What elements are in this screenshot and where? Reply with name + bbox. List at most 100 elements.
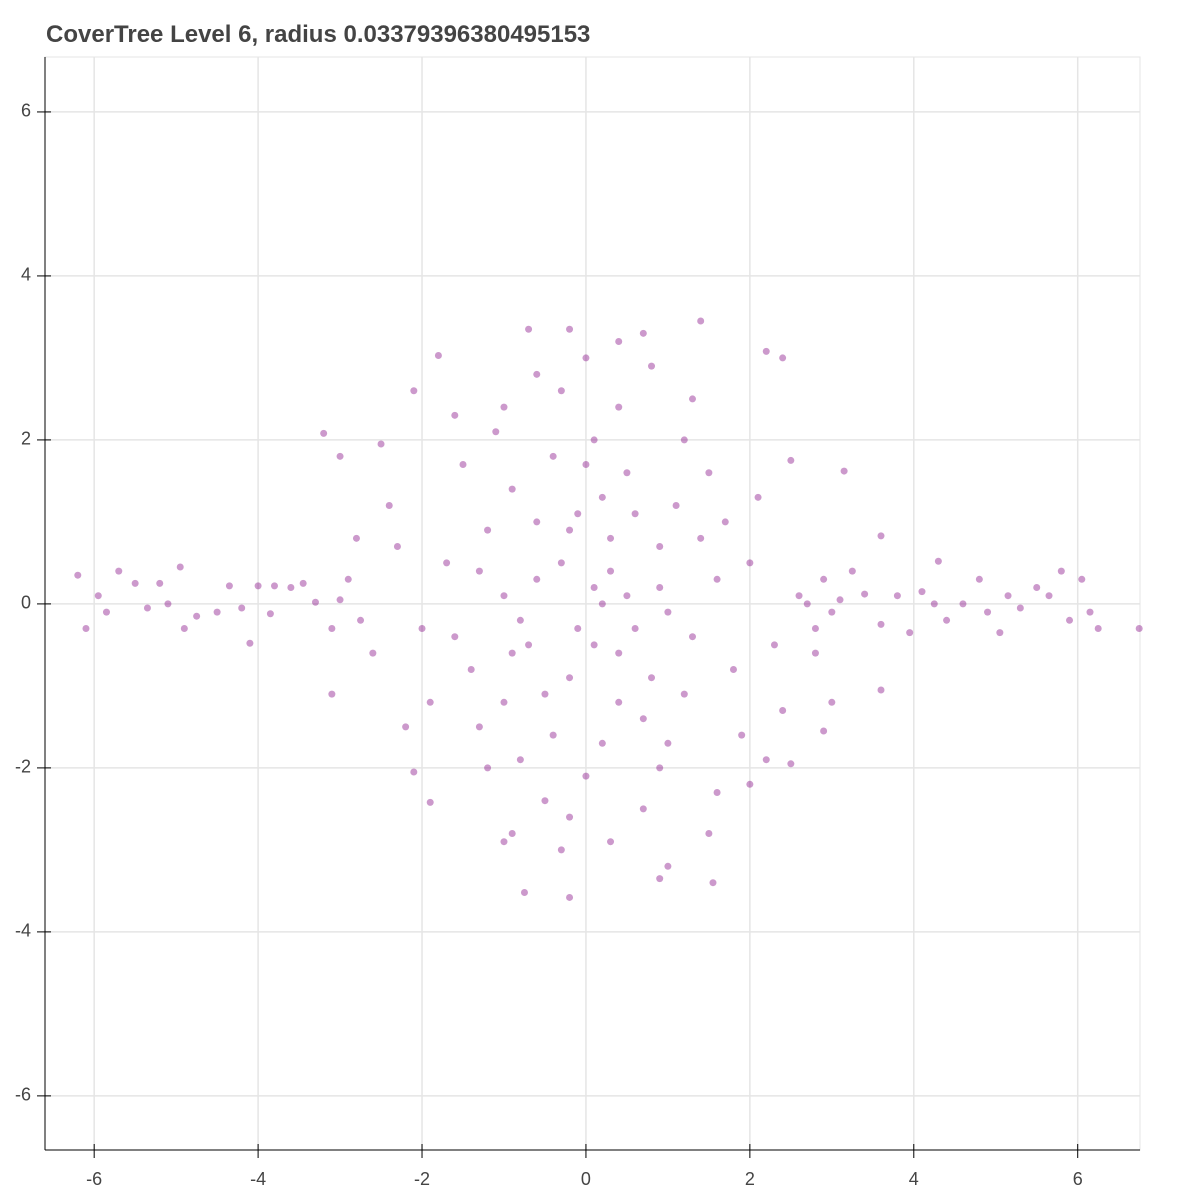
point bbox=[1135, 625, 1143, 633]
point bbox=[959, 600, 967, 608]
point bbox=[656, 875, 664, 883]
point bbox=[475, 567, 483, 575]
point bbox=[918, 588, 926, 596]
point bbox=[566, 526, 574, 534]
point bbox=[631, 510, 639, 518]
point bbox=[705, 469, 713, 477]
point bbox=[508, 485, 516, 493]
point bbox=[697, 317, 705, 325]
point bbox=[729, 666, 737, 674]
point bbox=[787, 456, 795, 464]
point bbox=[1057, 567, 1065, 575]
x-tick-label: -2 bbox=[414, 1169, 430, 1189]
point bbox=[639, 329, 647, 337]
point bbox=[164, 600, 172, 608]
point bbox=[656, 543, 664, 551]
point bbox=[525, 325, 533, 333]
point bbox=[459, 461, 467, 469]
point bbox=[393, 543, 401, 551]
point bbox=[1086, 608, 1094, 616]
point bbox=[623, 469, 631, 477]
point bbox=[131, 579, 139, 587]
point bbox=[566, 325, 574, 333]
point bbox=[336, 452, 344, 460]
point bbox=[176, 563, 184, 571]
point bbox=[557, 387, 565, 395]
point bbox=[1094, 625, 1102, 633]
point bbox=[541, 690, 549, 698]
point bbox=[500, 403, 508, 411]
y-tick-label: -6 bbox=[15, 1085, 31, 1105]
point bbox=[893, 592, 901, 600]
point bbox=[631, 625, 639, 633]
x-tick-label: 4 bbox=[909, 1169, 919, 1189]
point bbox=[541, 797, 549, 805]
point bbox=[590, 584, 598, 592]
point bbox=[975, 575, 983, 583]
y-tick-label: -2 bbox=[15, 757, 31, 777]
point bbox=[549, 731, 557, 739]
point bbox=[213, 608, 221, 616]
point bbox=[738, 731, 746, 739]
point bbox=[639, 805, 647, 813]
point bbox=[426, 798, 434, 806]
point bbox=[607, 838, 615, 846]
point bbox=[1004, 592, 1012, 600]
y-tick-label: 2 bbox=[21, 429, 31, 449]
point bbox=[500, 592, 508, 600]
point bbox=[467, 666, 475, 674]
point bbox=[451, 411, 459, 419]
point bbox=[525, 641, 533, 649]
point bbox=[246, 639, 254, 647]
x-tick-label: 2 bbox=[745, 1169, 755, 1189]
point bbox=[590, 436, 598, 444]
point bbox=[508, 649, 516, 657]
point bbox=[426, 698, 434, 706]
point bbox=[484, 764, 492, 772]
point bbox=[1066, 616, 1074, 624]
point bbox=[566, 893, 574, 901]
point bbox=[762, 756, 770, 764]
point bbox=[451, 633, 459, 641]
point bbox=[1033, 584, 1041, 592]
point bbox=[680, 690, 688, 698]
point bbox=[143, 604, 151, 612]
point bbox=[672, 502, 680, 510]
point bbox=[1045, 592, 1053, 600]
point bbox=[709, 879, 717, 887]
point bbox=[574, 510, 582, 518]
point bbox=[607, 534, 615, 542]
point bbox=[287, 584, 295, 592]
point bbox=[930, 600, 938, 608]
point bbox=[779, 354, 787, 362]
point bbox=[156, 579, 164, 587]
point bbox=[906, 629, 914, 637]
x-tick-label: -6 bbox=[86, 1169, 102, 1189]
point bbox=[254, 582, 262, 590]
point bbox=[664, 608, 672, 616]
point bbox=[836, 596, 844, 604]
point bbox=[848, 567, 856, 575]
point bbox=[500, 838, 508, 846]
point bbox=[102, 608, 110, 616]
point bbox=[410, 387, 418, 395]
point bbox=[615, 403, 623, 411]
point bbox=[877, 532, 885, 540]
x-tick-label: 6 bbox=[1073, 1169, 1083, 1189]
point bbox=[656, 584, 664, 592]
point bbox=[607, 567, 615, 575]
point bbox=[615, 698, 623, 706]
point bbox=[598, 600, 606, 608]
point bbox=[566, 674, 574, 682]
point bbox=[82, 625, 90, 633]
point bbox=[615, 338, 623, 346]
point bbox=[820, 727, 828, 735]
point bbox=[598, 493, 606, 501]
point bbox=[74, 571, 82, 579]
point bbox=[94, 592, 102, 600]
point bbox=[996, 629, 1004, 637]
point bbox=[598, 739, 606, 747]
point bbox=[705, 829, 713, 837]
point bbox=[688, 395, 696, 403]
